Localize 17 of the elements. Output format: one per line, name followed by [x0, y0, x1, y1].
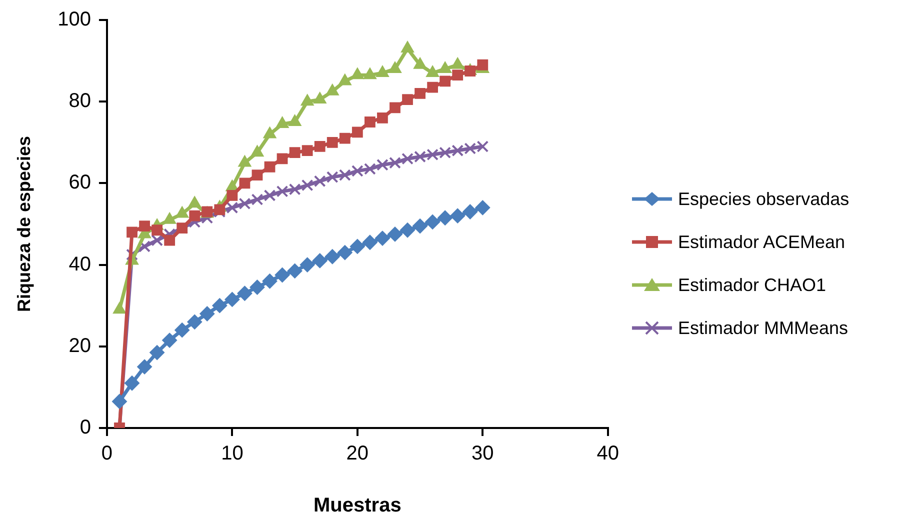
y-axis-title: Riqueza de especies [14, 136, 34, 312]
legend-label: Especies observadas [678, 188, 850, 210]
x-tick-label: 10 [221, 442, 244, 465]
legend-label: Estimador MMMeans [678, 318, 848, 338]
x-axis-title: Muestras [314, 494, 402, 517]
y-tick-label: 100 [58, 8, 91, 31]
x-tick-label: 30 [472, 442, 494, 465]
y-tick-label: 0 [80, 416, 91, 439]
legend-label: Estimador ACEMean [678, 232, 846, 252]
y-tick-label: 20 [68, 334, 91, 357]
y-tick-label: 80 [68, 90, 91, 112]
legend-label: Estimador CHAO1 [678, 274, 826, 296]
x-tick-label: 20 [346, 442, 369, 465]
x-tick-label: 40 [596, 442, 619, 465]
y-tick-label: 40 [68, 253, 91, 276]
y-tick-label: 60 [68, 172, 91, 194]
x-tick-label: 0 [101, 442, 113, 465]
